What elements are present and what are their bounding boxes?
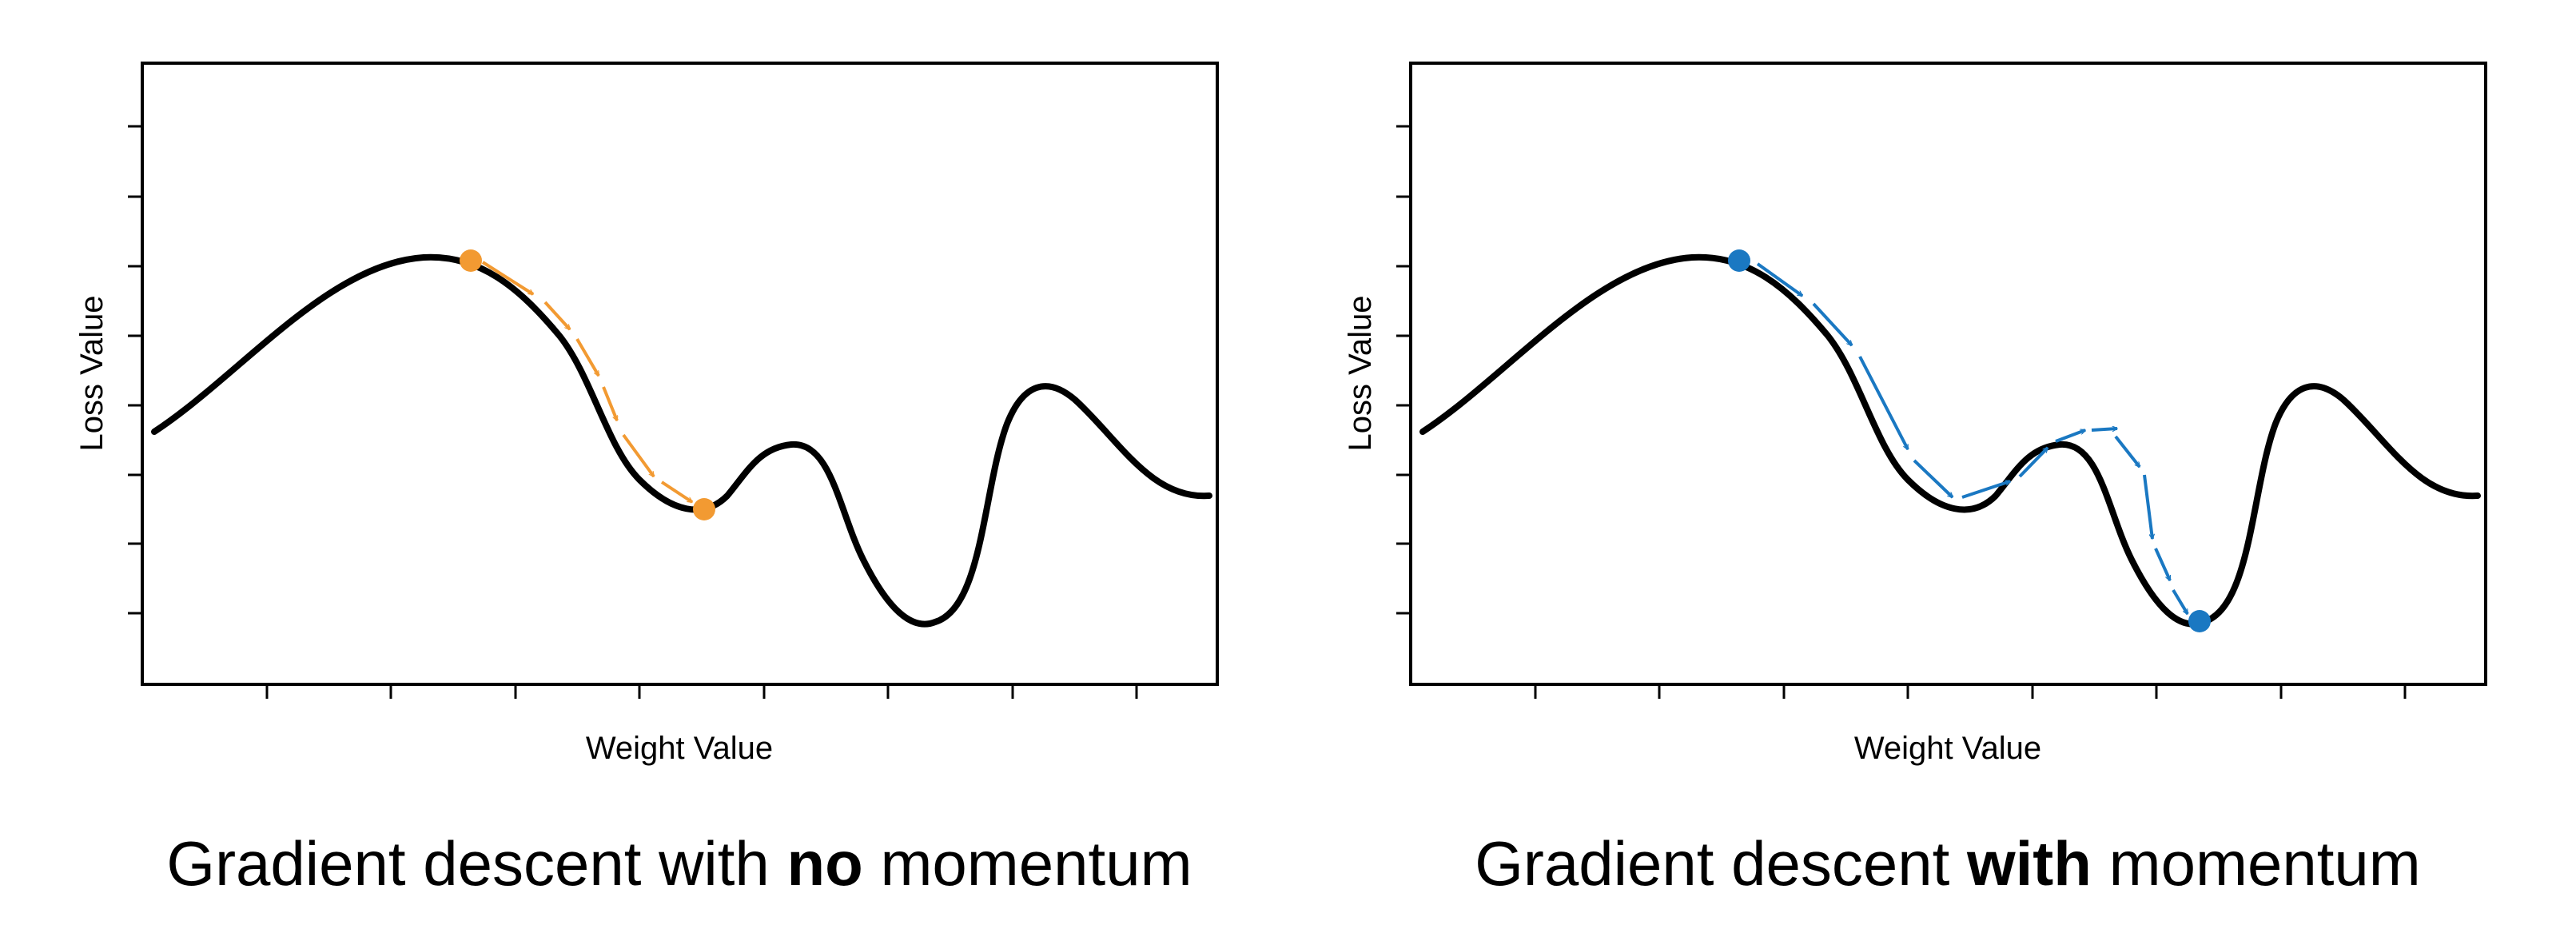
caption: Gradient descent with momentum [1475,828,2420,899]
start-point [1728,249,1750,272]
caption-bold: no [786,828,862,899]
start-point [460,249,482,272]
loss-curve [151,253,1212,628]
panel-no-momentum: Weight Value Loss Value Gradient descent… [74,62,1219,899]
descent-path [481,261,692,504]
x-axis-label: Weight Value [1854,731,2041,766]
caption: Gradient descent with no momentum [166,828,1192,899]
end-point [2188,610,2211,632]
y-axis-label: Loss Value [74,296,109,452]
caption-post: momentum [863,828,1192,899]
x-axis-label: Weight Value [586,731,773,766]
x-ticks [1534,684,2407,699]
y-ticks [1396,125,1411,615]
caption-pre: Gradient descent with [166,828,786,899]
descent-path [1756,262,2189,614]
caption-pre: Gradient descent [1475,828,1967,899]
plot-frame [141,62,1219,686]
x-ticks [265,684,1138,699]
plot-frame [1409,62,2487,686]
y-axis-label: Loss Value [1343,296,1378,452]
end-point [693,498,715,520]
caption-post: momentum [2092,828,2421,899]
y-ticks [128,125,142,615]
panel-with-momentum: Weight Value Loss Value Gradient descent… [1343,62,2487,899]
caption-bold: with [1966,828,2092,899]
loss-curve [1419,253,2481,628]
